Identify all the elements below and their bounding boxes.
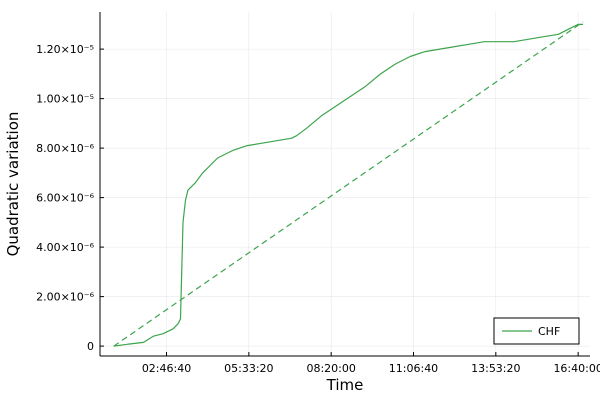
x-tick-label: 13:53:20 <box>471 362 520 375</box>
y-tick-label: 1.00×10⁻⁵ <box>36 93 94 106</box>
y-tick-label: 1.20×10⁻⁵ <box>36 43 94 56</box>
ticks-layer: 02:46:40 05:33:20 08:20:00 11:06:40 13:53:20… <box>36 43 600 375</box>
x-tick-label: 05:33:20 <box>224 362 273 375</box>
x-axis-title: Time <box>326 376 364 394</box>
legend: CHF <box>493 317 580 345</box>
y-tick-label: 8.00×10⁻⁶ <box>36 142 95 155</box>
series-line-chf <box>113 23 584 347</box>
y-tick-label: 2.00×10⁻⁶ <box>36 291 95 304</box>
grid-layer <box>100 12 590 356</box>
series-layer <box>113 21 584 347</box>
y-axis-title: Quadratic variation <box>4 112 22 257</box>
y-tick-label: 4.00×10⁻⁶ <box>36 241 95 254</box>
axes-layer <box>99 12 590 357</box>
x-tick-label: 16:40:00 <box>553 362 600 375</box>
x-tick-label: 02:46:40 <box>142 362 191 375</box>
legend-label-chf: CHF <box>538 325 560 338</box>
y-tick-label: 6.00×10⁻⁶ <box>36 192 95 205</box>
y-tick-label: 0 <box>87 340 94 353</box>
x-tick-label: 08:20:00 <box>306 362 355 375</box>
reference-line <box>113 21 584 347</box>
x-tick-label: 11:06:40 <box>389 362 438 375</box>
